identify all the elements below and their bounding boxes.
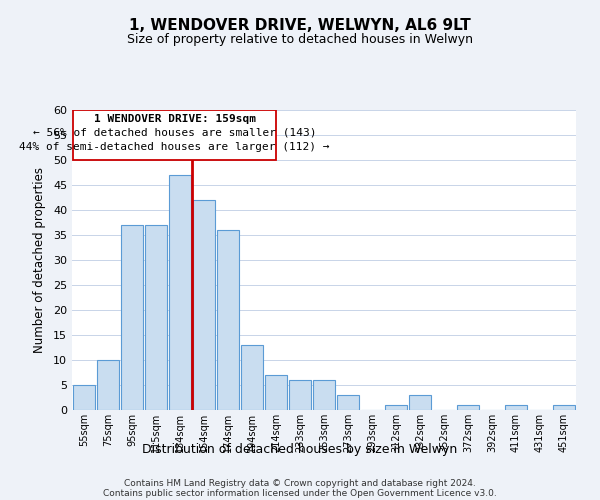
Y-axis label: Number of detached properties: Number of detached properties [33, 167, 46, 353]
Text: 44% of semi-detached houses are larger (112) →: 44% of semi-detached houses are larger (… [19, 142, 330, 152]
Bar [409, 395, 431, 410]
Bar [553, 405, 575, 410]
Text: Distribution of detached houses by size in Welwyn: Distribution of detached houses by size … [142, 442, 458, 456]
Bar [241, 345, 263, 410]
Bar [145, 225, 167, 410]
Bar [385, 405, 407, 410]
Bar [73, 385, 95, 410]
Bar [121, 225, 143, 410]
Bar [337, 395, 359, 410]
Text: Size of property relative to detached houses in Welwyn: Size of property relative to detached ho… [127, 32, 473, 46]
Bar [265, 375, 287, 410]
Text: Contains HM Land Registry data © Crown copyright and database right 2024.: Contains HM Land Registry data © Crown c… [124, 478, 476, 488]
Bar [169, 175, 191, 410]
Text: 1, WENDOVER DRIVE, WELWYN, AL6 9LT: 1, WENDOVER DRIVE, WELWYN, AL6 9LT [129, 18, 471, 32]
Text: 1 WENDOVER DRIVE: 159sqm: 1 WENDOVER DRIVE: 159sqm [94, 114, 256, 124]
Bar [193, 200, 215, 410]
Text: Contains public sector information licensed under the Open Government Licence v3: Contains public sector information licen… [103, 488, 497, 498]
Bar [217, 230, 239, 410]
Bar [289, 380, 311, 410]
Text: ← 56% of detached houses are smaller (143): ← 56% of detached houses are smaller (14… [33, 128, 316, 138]
Bar [457, 405, 479, 410]
Bar [97, 360, 119, 410]
Bar [73, 110, 276, 160]
Bar [505, 405, 527, 410]
Bar [313, 380, 335, 410]
